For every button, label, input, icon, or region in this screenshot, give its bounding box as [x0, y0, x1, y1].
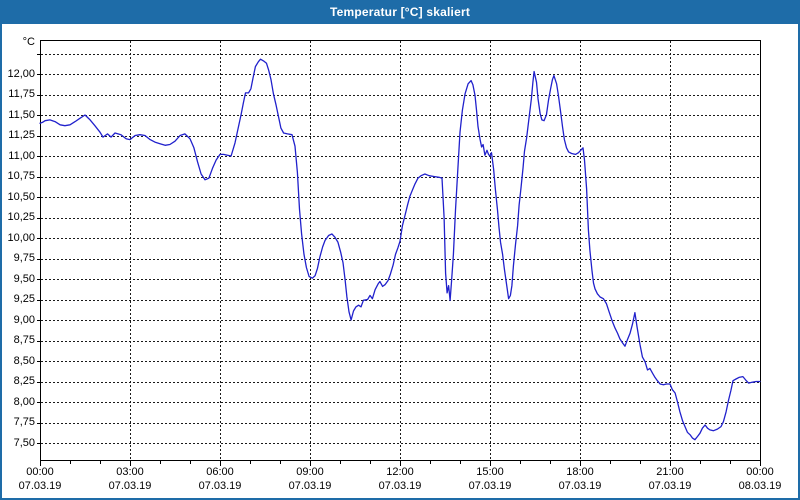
- x-tick-time-label: 00:00: [746, 466, 774, 478]
- chart-title: Temperatur [°C] skaliert: [329, 5, 471, 19]
- x-tick-time-label: 09:00: [296, 466, 324, 478]
- x-tick-date-label: 08.03.19: [738, 480, 782, 492]
- x-tick-time-label: 15:00: [476, 466, 504, 478]
- y-tick-label: 10,25: [7, 211, 35, 223]
- y-tick-label: 9,75: [13, 252, 35, 264]
- y-tick-label: 8,25: [13, 375, 35, 387]
- plot-border: [40, 40, 761, 461]
- y-tick-label: 11,25: [8, 129, 35, 141]
- y-tick-label: 9,25: [13, 293, 35, 305]
- x-tick-time-label: 06:00: [206, 466, 234, 478]
- y-tick-label: 8,50: [13, 354, 35, 367]
- y-tick-label: 8,00: [13, 395, 35, 408]
- x-tick-date-label: 07.03.19: [108, 480, 152, 492]
- x-tick-date-label: 07.03.19: [558, 480, 602, 492]
- y-tick-label: 10,00: [7, 231, 35, 244]
- y-tick-label: 8,75: [13, 334, 35, 346]
- titlebar: Temperatur [°C] skaliert: [0, 0, 800, 24]
- x-tick-date-label: 07.03.19: [198, 480, 242, 492]
- y-tick-label: 11,50: [8, 108, 35, 121]
- x-tick-date-label: 07.03.19: [18, 480, 62, 492]
- y-tick-label: 12,00: [7, 67, 35, 80]
- x-tick-date-label: 07.03.19: [378, 480, 422, 492]
- y-tick-label: 7,75: [13, 416, 35, 428]
- y-tick-label: 7,50: [13, 436, 35, 449]
- y-tick-label: 11,75: [8, 88, 35, 100]
- x-tick-date-label: 07.03.19: [468, 480, 512, 492]
- x-tick-time-label: 03:00: [116, 466, 144, 478]
- y-tick-label: 9,00: [13, 313, 35, 326]
- x-tick-time-label: 21:00: [656, 466, 684, 478]
- y-tick-label: 11,00: [8, 149, 35, 162]
- x-tick-time-label: 00:00: [26, 466, 54, 478]
- y-axis-unit: °C: [22, 36, 35, 48]
- y-tick-label: 9,50: [13, 272, 35, 285]
- x-tick-time-label: 18:00: [566, 466, 594, 478]
- y-tick-label: 10,50: [7, 190, 35, 203]
- x-tick-time-label: 12:00: [386, 466, 414, 478]
- temperature-line: [39, 58, 761, 441]
- x-tick-date-label: 07.03.19: [288, 480, 332, 492]
- x-tick-date-label: 07.03.19: [648, 480, 692, 492]
- y-tick-label: 10,75: [7, 170, 35, 182]
